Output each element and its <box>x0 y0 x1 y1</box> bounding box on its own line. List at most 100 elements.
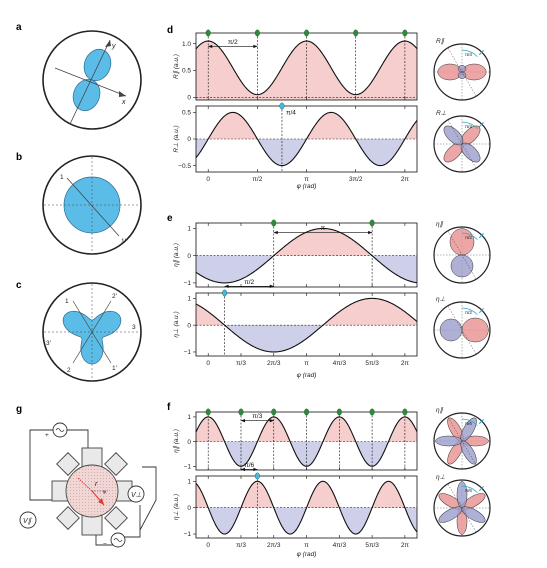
annotation-arrowhead <box>224 284 229 288</box>
g-vpar: V∥ <box>23 517 32 525</box>
polar-title: η⊥ <box>436 296 446 303</box>
ylabel: R∥ (a.u.) <box>172 54 180 79</box>
chart-f-subplot-0: −1 0 1 η∥ (a.u.) π/3 <box>172 408 418 470</box>
fill-positive <box>196 41 417 100</box>
annotation-label: π/4 <box>286 109 296 116</box>
data-marker <box>238 408 244 416</box>
polar-angle-label: π/4 <box>465 124 472 129</box>
polar-angle-arc <box>461 232 478 240</box>
lobe-negative <box>457 71 467 79</box>
xtick-label: 5π/3 <box>365 360 379 367</box>
series-line <box>195 111 418 167</box>
ytick-label: −0.5 <box>178 163 191 170</box>
data-marker <box>402 408 408 416</box>
annotation-label: π/2 <box>244 279 254 286</box>
data-marker <box>222 289 228 297</box>
polar-title: R∥ <box>436 37 445 45</box>
polar-diagonal <box>447 120 477 168</box>
data-marker <box>205 29 211 37</box>
ytick-label: −1 <box>184 280 192 287</box>
axis-x-label: x <box>121 99 126 106</box>
polar-d-1: π/4 R⊥ <box>433 110 491 173</box>
xlabel: φ (rad) <box>297 551 317 558</box>
polar-angle-label: π/6 <box>465 488 472 493</box>
ytick-label: 0 <box>187 95 191 102</box>
chart-d-subplot-0: 0 0.5 1.0R∥ (a.u.) π/2 <box>172 29 418 102</box>
ytick-label: 1 <box>187 296 191 303</box>
annotation-arrowhead <box>368 230 373 235</box>
xtick-label: π/3 <box>236 542 246 549</box>
g-r-label: r <box>95 481 98 488</box>
fill-negative <box>196 139 417 166</box>
ylabel: η∥ (a.u.) <box>172 243 180 267</box>
data-marker <box>336 408 342 416</box>
xtick-label: π <box>304 360 309 367</box>
xtick-label: 2π/3 <box>267 542 281 549</box>
data-marker <box>271 408 277 416</box>
g-phi-label: φ <box>103 489 106 494</box>
axis-c-3p: 3′ <box>46 340 52 347</box>
polar-angle-arc <box>461 418 478 426</box>
polar-angle-label: π/4 <box>465 52 472 57</box>
ytick-label: 0 <box>187 322 191 329</box>
polar-angle-arc <box>461 485 478 493</box>
ytick-label: 0 <box>187 136 191 143</box>
lobe-positive <box>461 63 487 81</box>
lobe-negative <box>450 254 474 278</box>
polar-angle-label: π/2 <box>465 235 472 240</box>
polar-title: R⊥ <box>436 110 447 117</box>
polar-title: η∥ <box>436 406 444 414</box>
lobe-positive <box>449 228 475 256</box>
polar-diagonal <box>447 231 477 279</box>
data-marker <box>254 29 260 37</box>
series-line <box>195 297 418 353</box>
polar-title: η⊥ <box>436 474 446 481</box>
fill-negative <box>196 255 417 283</box>
xtick-label: 2π <box>401 176 410 183</box>
annotation-label: π/2 <box>228 39 238 46</box>
polar-angle-arc <box>461 307 478 315</box>
data-marker <box>369 408 375 416</box>
polar-angle-tick <box>478 233 484 239</box>
xtick-label: 0 <box>206 542 210 549</box>
panel-label-g: g <box>16 404 22 415</box>
lobe-negative <box>439 318 463 342</box>
polar-angle-label: π/2 <box>465 310 472 315</box>
fill-positive <box>196 298 417 326</box>
fill-positive <box>196 416 417 442</box>
annotation-arrowhead <box>240 467 245 472</box>
polar-insets-layer: π/4 R∥ π/4 R⊥ π/2 η∥ π/2 η⊥ π/6 η∥ π/6 η⊥ <box>433 37 491 537</box>
annotation-label: π/6 <box>244 462 254 469</box>
ytick-label: −1 <box>184 349 192 356</box>
annotation-arrowhead <box>253 44 258 49</box>
data-marker <box>304 408 310 416</box>
axis-c-2: 2 <box>67 367 71 374</box>
polar-diagonal <box>447 484 477 532</box>
axis-c-1: 1 <box>65 298 69 305</box>
data-marker <box>353 29 359 37</box>
ytick-label: −1 <box>184 531 192 538</box>
polar-d-0: π/4 R∥ <box>433 37 491 101</box>
xtick-label: 4π/3 <box>333 542 347 549</box>
axis-c-2p: 2′ <box>112 293 118 300</box>
ytick-label: −1 <box>184 463 192 470</box>
panel-g-device: r φ + − V⊥ V∥ <box>19 422 157 548</box>
data-marker <box>304 29 310 37</box>
polar-angle-tick <box>478 486 484 492</box>
chart-label-d: d <box>167 25 173 36</box>
panel-b-diagram: 1 1′ <box>42 155 142 255</box>
lobe-negative <box>435 435 463 447</box>
lobe-positive <box>437 63 463 81</box>
lobe-negative <box>456 481 468 509</box>
ytick-label: 0 <box>187 439 191 446</box>
annotation-arrowhead <box>269 284 274 288</box>
annotation-arrowhead <box>253 467 258 472</box>
lobe-positive <box>461 317 489 343</box>
series-line <box>195 480 418 535</box>
chart-e: −1 0 1 η∥ (a.u.) π −1 0 1 η⊥ (a.u.) π/2 0 π/3 2π/3 π 4… <box>172 219 418 379</box>
polar-f-1: π/6 η⊥ <box>433 474 491 537</box>
xlabel: φ (rad) <box>297 183 317 190</box>
ytick-label: 1 <box>187 478 191 485</box>
polar-title: η∥ <box>436 220 444 228</box>
